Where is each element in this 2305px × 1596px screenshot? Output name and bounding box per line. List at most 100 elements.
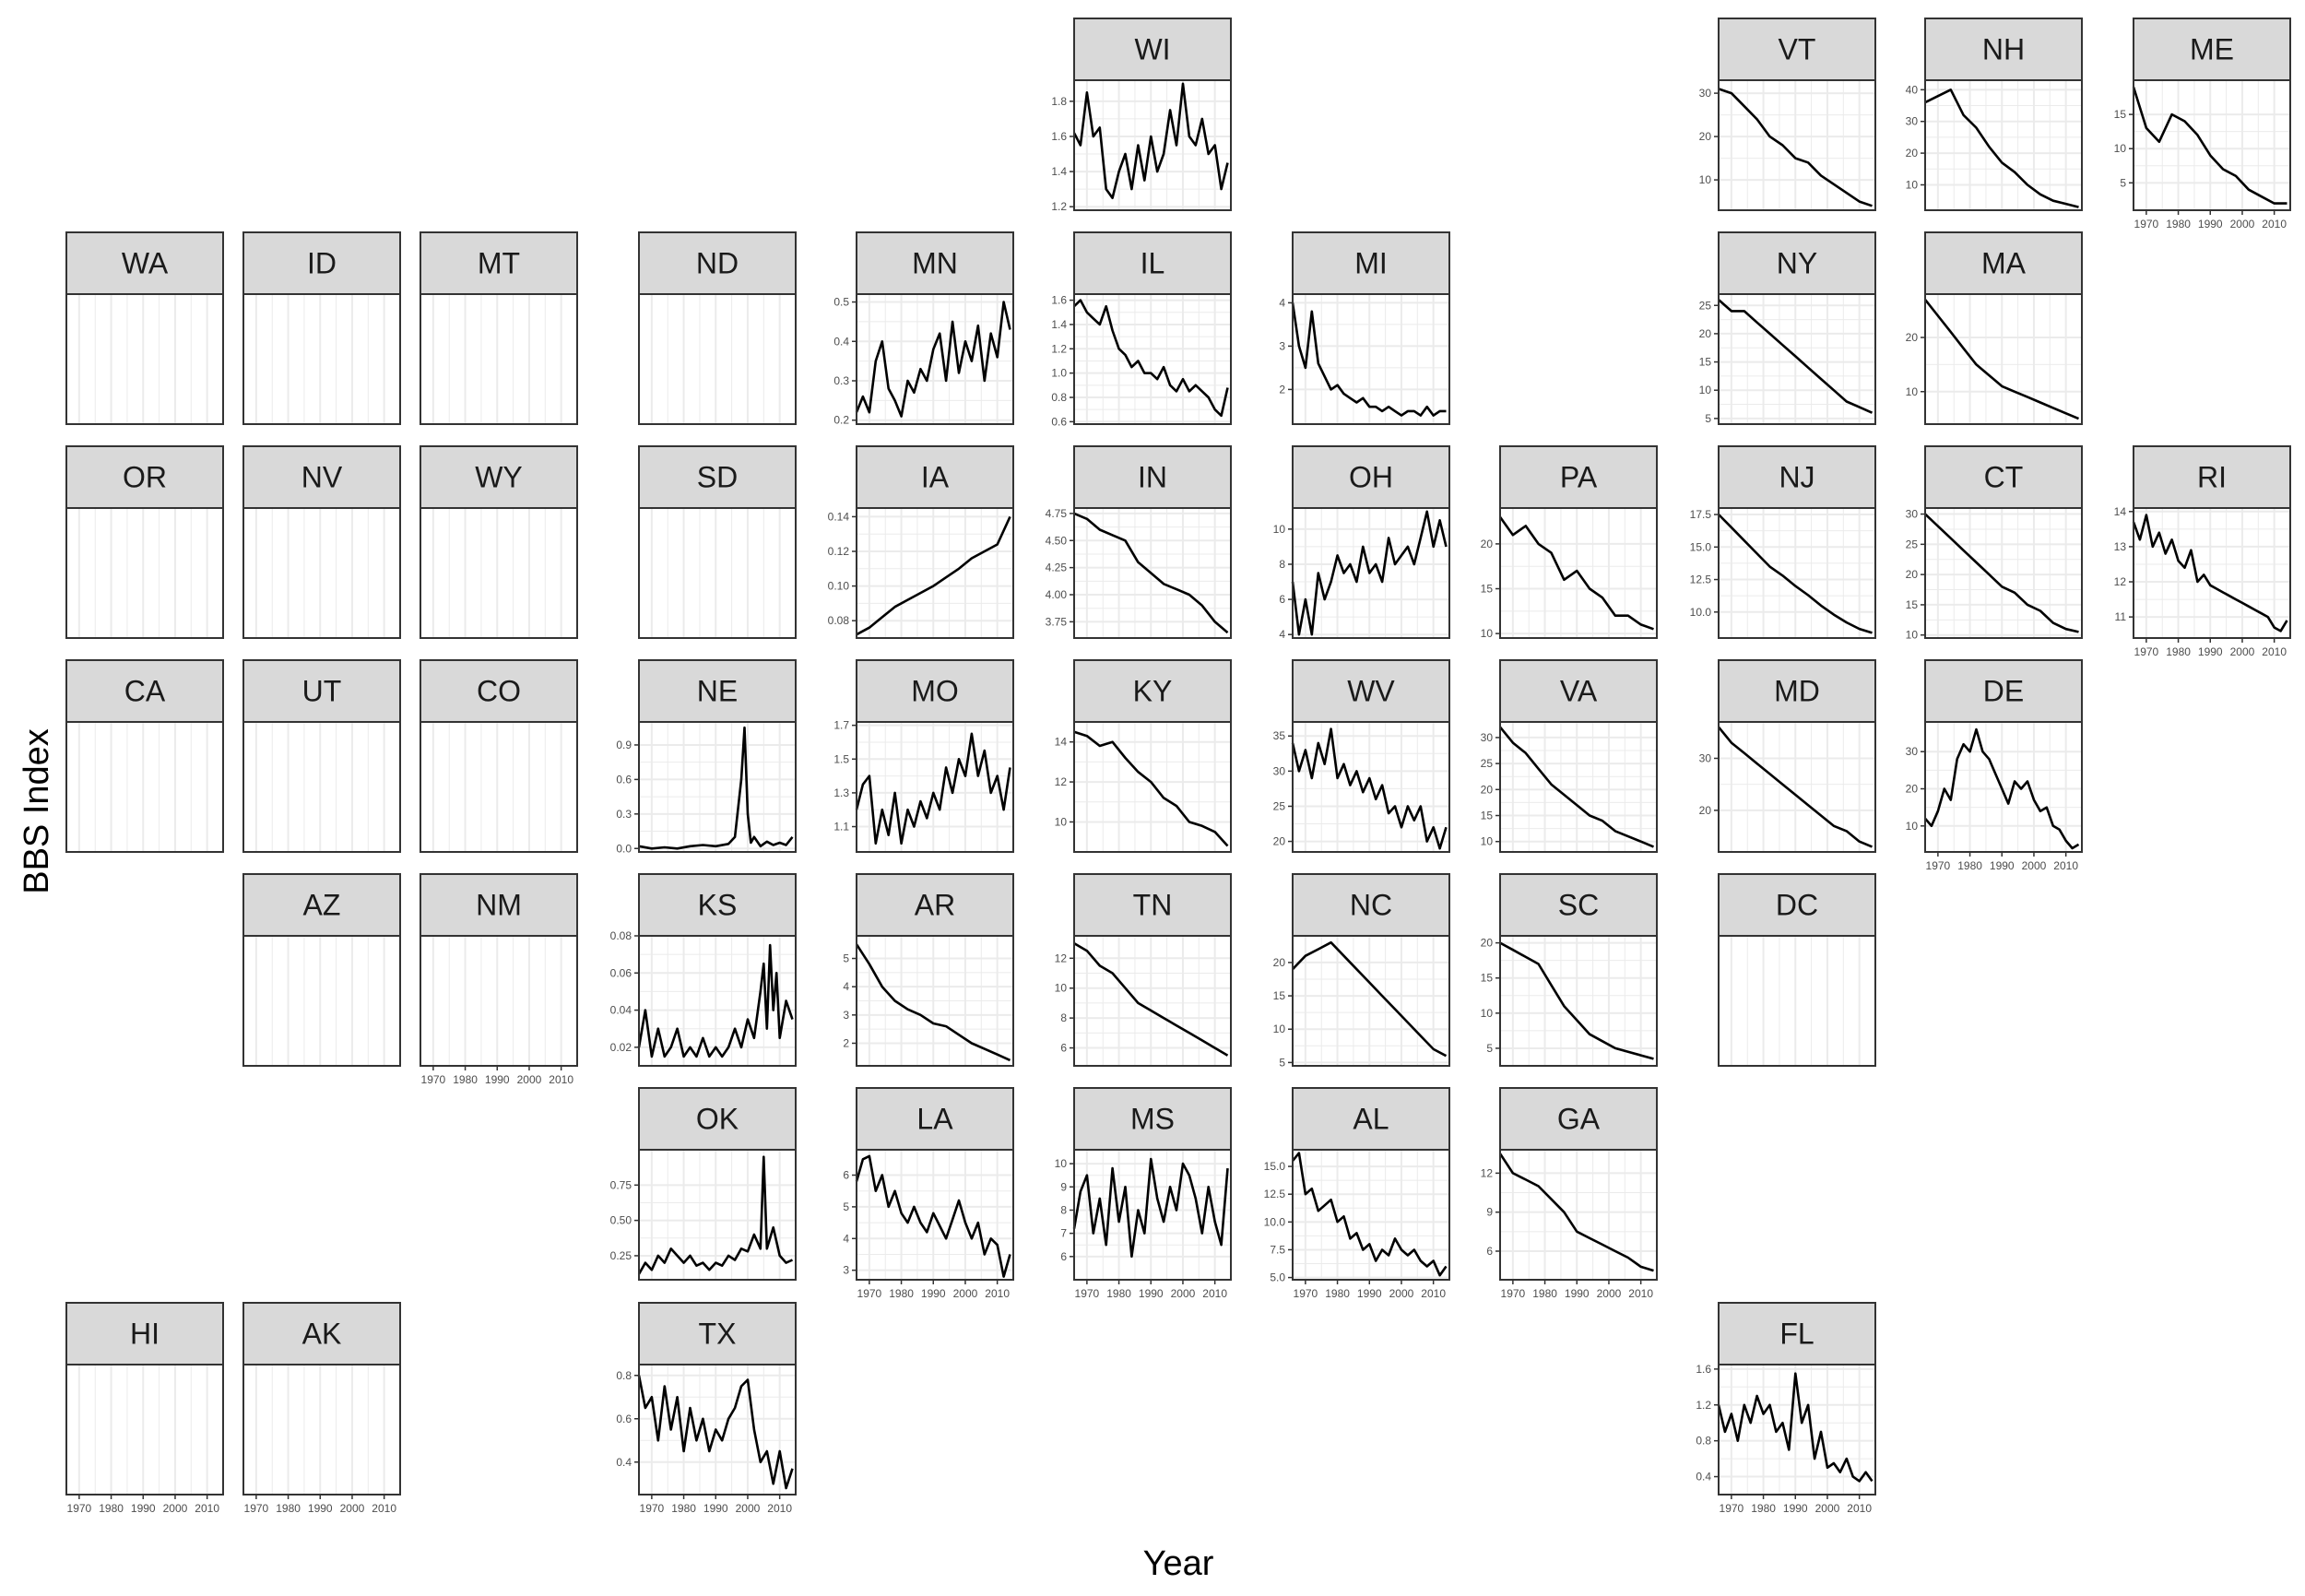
panel-pa: PA 10 15 20 — [1481, 445, 1658, 640]
strip-label-mo: MO — [911, 675, 959, 708]
ytick-label-ms: 6 — [1060, 1250, 1067, 1263]
panel-ne: NE 0.0 0.3 0.6 0.9 — [616, 659, 797, 855]
ytick-label-nc: 15 — [1273, 989, 1286, 1002]
strip-ga — [1499, 1087, 1658, 1151]
ytick-label-tx: 0.6 — [616, 1413, 632, 1425]
panel-ca: CA — [65, 659, 224, 853]
ytick-label-ms: 9 — [1060, 1180, 1067, 1193]
ytick-label-ny: 25 — [1699, 299, 1712, 312]
plot-area-md — [1719, 722, 1875, 852]
xtick-label-ak: 1990 — [308, 1502, 333, 1515]
xtick-label-ri: 1970 — [2134, 645, 2159, 658]
ytick-label-mo: 1.5 — [833, 752, 849, 765]
strip-ca — [65, 659, 224, 723]
strip-label-wi: WI — [1134, 33, 1170, 66]
xtick-label-ak: 2000 — [340, 1502, 365, 1515]
ytick-label-wi: 1.6 — [1051, 130, 1067, 143]
ytick-label-ia: 0.12 — [828, 545, 850, 558]
ytick-label-va: 25 — [1481, 757, 1494, 770]
strip-label-ny: NY — [1777, 247, 1817, 280]
ytick-label-ct: 15 — [1906, 598, 1919, 611]
strip-or — [65, 445, 224, 509]
ytick-label-ct: 20 — [1906, 568, 1919, 581]
series-line-nh — [1924, 89, 2079, 208]
xtick-label-nm: 1990 — [485, 1073, 510, 1086]
strip-az — [242, 873, 401, 937]
plot-area-oh — [1293, 508, 1449, 638]
series-line-ia — [856, 515, 1011, 636]
plot-area-hi — [66, 1365, 223, 1495]
panel-border-wy — [420, 507, 578, 639]
strip-label-wv: WV — [1347, 675, 1395, 708]
xtick-label-al: 1970 — [1294, 1287, 1318, 1300]
panel-wy: WY — [420, 445, 578, 639]
ytick-label-ga: 6 — [1486, 1245, 1493, 1258]
ytick-label-vt: 30 — [1699, 87, 1712, 100]
ytick-label-ia: 0.10 — [828, 580, 850, 593]
plot-area-sd — [639, 508, 796, 638]
strip-label-dc: DC — [1776, 889, 1818, 922]
plot-area-ok — [639, 1150, 796, 1280]
ytick-label-ny: 15 — [1699, 356, 1712, 369]
ytick-label-ok: 0.50 — [610, 1214, 632, 1227]
strip-label-sd: SD — [697, 461, 738, 494]
plot-area-az — [243, 936, 400, 1066]
ytick-label-ky: 10 — [1055, 815, 1068, 828]
panel-mn: MN 0.2 0.3 0.4 0.5 — [833, 231, 1014, 427]
ytick-label-mi: 2 — [1279, 383, 1285, 396]
ytick-label-va: 20 — [1481, 783, 1494, 796]
series-line-ri — [2132, 514, 2288, 632]
panel-border-nh — [1924, 79, 2083, 211]
xtick-label-tx: 1990 — [703, 1502, 728, 1515]
strip-label-ga: GA — [1557, 1103, 1601, 1136]
panel-wv: WV 20 25 30 35 — [1273, 659, 1450, 853]
ytick-label-sc: 10 — [1481, 1007, 1494, 1020]
xtick-label-ms: 1970 — [1075, 1287, 1100, 1300]
ytick-label-ri: 13 — [2114, 540, 2127, 553]
panel-ks: KS 0.02 0.04 0.06 0.08 — [610, 873, 797, 1067]
plot-area-mi — [1293, 294, 1449, 424]
ytick-label-nh: 20 — [1906, 147, 1919, 160]
strip-fl — [1718, 1302, 1876, 1365]
xtick-label-hi: 1970 — [67, 1502, 92, 1515]
xtick-label-tx: 1980 — [671, 1502, 696, 1515]
panel-mi: MI 2 3 4 — [1279, 231, 1450, 425]
strip-label-tn: TN — [1133, 889, 1173, 922]
ytick-label-tn: 8 — [1060, 1011, 1067, 1024]
plot-area-id — [243, 294, 400, 424]
plot-area-tn — [1074, 936, 1231, 1066]
ytick-label-ct: 30 — [1906, 508, 1919, 521]
series-line-tn — [1073, 941, 1229, 1057]
ytick-label-wv: 30 — [1273, 764, 1286, 777]
panels-layer: WI 1.2 1.4 1.6 1.8 VT 10 20 30 NH 10 20 30 40 ME 5 10 15 1… — [65, 18, 2291, 1515]
panel-de: DE 10 20 30 1970 1980 1990 2000 2010 — [1906, 659, 2083, 872]
xtick-label-nm: 2000 — [517, 1073, 542, 1086]
panel-ma: MA 10 20 — [1906, 231, 2083, 425]
series-line-ky — [1073, 730, 1229, 847]
strip-label-la: LA — [916, 1103, 953, 1136]
strip-de — [1924, 659, 2083, 723]
panel-ky: KY 10 12 14 — [1055, 659, 1232, 853]
panel-border-il — [1073, 293, 1232, 425]
strip-wy — [420, 445, 578, 509]
ytick-label-ne: 0.6 — [616, 773, 632, 786]
strip-label-nv: NV — [301, 461, 343, 494]
ytick-label-fl: 0.8 — [1696, 1435, 1711, 1448]
panel-border-ok — [638, 1149, 797, 1281]
panel-border-ri — [2133, 507, 2291, 639]
strip-label-hi: HI — [130, 1318, 160, 1351]
panel-mo: MO 1.1 1.3 1.5 1.7 — [833, 659, 1014, 853]
ytick-label-mn: 0.4 — [833, 335, 849, 348]
strip-label-il: IL — [1141, 247, 1165, 280]
strip-ny — [1718, 231, 1876, 295]
strip-mn — [856, 231, 1014, 295]
xtick-label-ri: 1980 — [2166, 645, 2191, 658]
ytick-label-pa: 10 — [1481, 627, 1494, 640]
xtick-label-fl: 2000 — [1815, 1502, 1840, 1515]
ytick-label-mo: 1.3 — [833, 786, 849, 799]
strip-label-wy: WY — [475, 461, 523, 494]
ytick-label-al: 12.5 — [1264, 1188, 1286, 1200]
panel-nv: NV — [242, 445, 401, 639]
panel-border-nd — [638, 293, 797, 425]
plot-area-mn — [857, 294, 1013, 424]
